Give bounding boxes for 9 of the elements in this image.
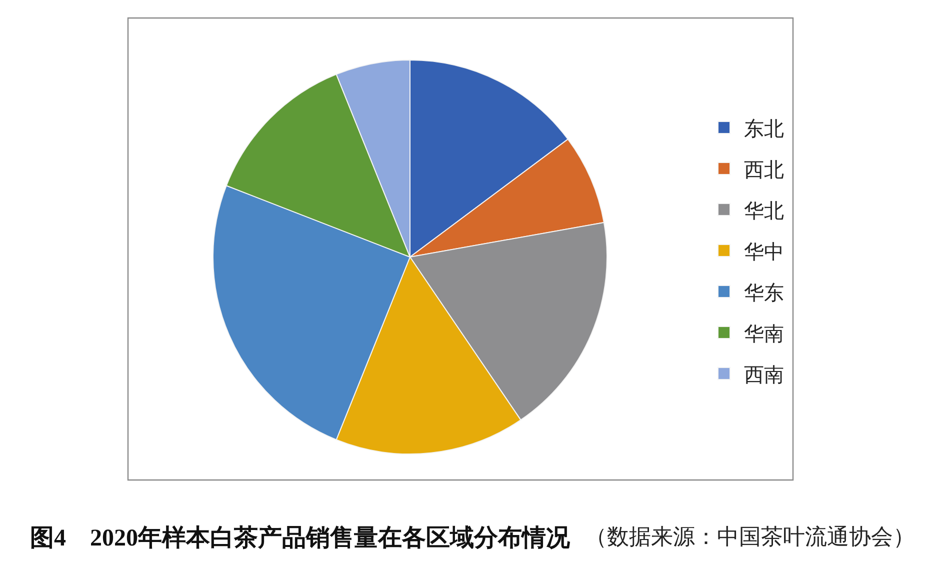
legend-label: 华中 — [744, 239, 784, 264]
legend-label: 华南 — [744, 321, 784, 346]
text: 图4 2020年样本白茶产品销售量在各区域分布情况 — [30, 524, 571, 552]
legend-label: 西北 — [744, 157, 784, 182]
legend-label: 东北 — [744, 116, 784, 140]
legend-label: 华北 — [744, 198, 784, 222]
text: （数据来源：中国茶叶流通协会） — [585, 525, 915, 550]
legend-label: 西南 — [744, 362, 784, 386]
legend-label: 华东 — [744, 280, 784, 304]
